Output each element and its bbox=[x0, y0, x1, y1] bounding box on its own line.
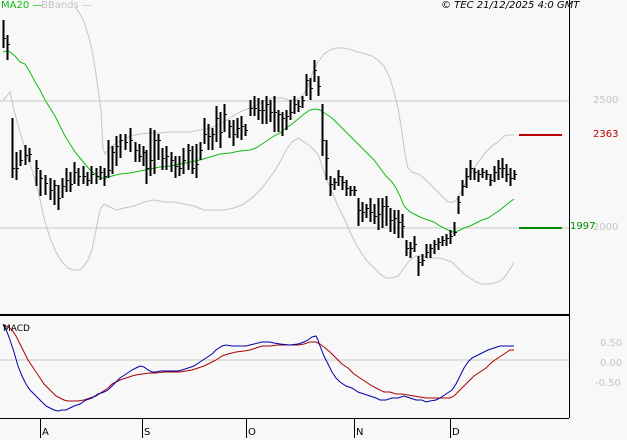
month-label-aug: A bbox=[42, 427, 49, 438]
month-ticks bbox=[40, 419, 451, 438]
copyright-timestamp: © TEC 21/12/2025 4:0 GMT bbox=[441, 0, 580, 11]
month-label-dec: D bbox=[452, 427, 460, 438]
ma20-line bbox=[2, 50, 515, 233]
macd-tick-neg050: -0.50 bbox=[595, 378, 621, 389]
bbands-lower-line bbox=[2, 90, 515, 285]
macd-signal-line bbox=[3, 325, 514, 402]
macd-tick-000: 0.00 bbox=[600, 358, 623, 369]
price-tick-2000: 2000 bbox=[593, 222, 619, 233]
macd-tick-050: 0.50 bbox=[600, 338, 623, 349]
macd-line bbox=[2, 323, 514, 412]
month-label-oct: O bbox=[248, 427, 256, 438]
month-label-nov: N bbox=[356, 427, 364, 438]
price-bars bbox=[2, 20, 517, 276]
price-tick-2500: 2500 bbox=[593, 95, 619, 106]
month-label-sep: S bbox=[144, 427, 151, 438]
legend-bbands: BBands — bbox=[41, 0, 92, 11]
legend-ma20: MA20 — bbox=[1, 0, 43, 11]
support-label: 1997 bbox=[570, 221, 596, 232]
resistance-label: 2363 bbox=[593, 129, 619, 140]
macd-panel-label: MACD bbox=[3, 324, 30, 334]
